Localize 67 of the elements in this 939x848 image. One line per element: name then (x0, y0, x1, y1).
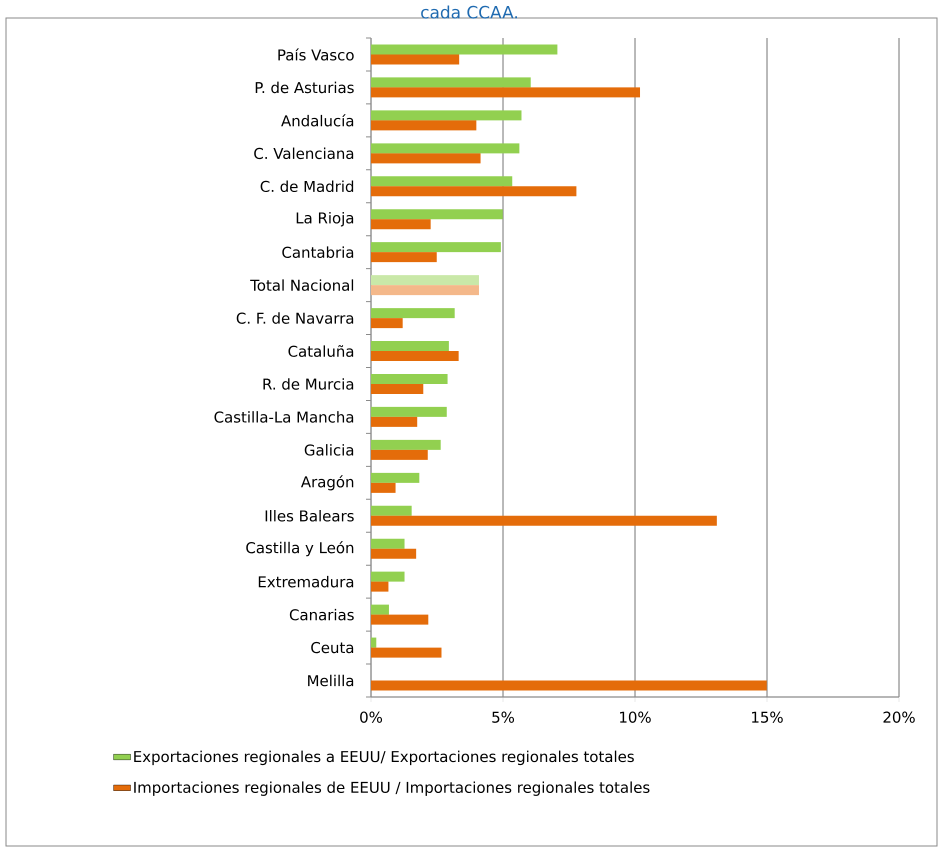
y-tick-label: Canarias (290, 608, 354, 620)
bar (371, 318, 403, 328)
bar (371, 472, 420, 483)
bar (371, 242, 501, 252)
bar (371, 252, 437, 262)
bar (371, 285, 479, 296)
bar (371, 440, 441, 450)
bar (371, 54, 460, 64)
bar (371, 548, 416, 559)
bar (371, 186, 576, 196)
x-tick-label: 20% (883, 712, 915, 723)
bar (371, 176, 512, 186)
y-tick-label: C. F. de Navarra (236, 312, 354, 324)
bar (371, 450, 428, 460)
y-tick-label: C. de Madrid (260, 180, 354, 192)
bar (371, 153, 481, 164)
y-tick-label: La Rioja (296, 212, 354, 226)
bar (371, 482, 396, 493)
bar (371, 275, 479, 286)
x-tick-label: 10% (620, 712, 651, 723)
y-tick-label: R. de Murcia (263, 378, 354, 390)
bar (371, 143, 520, 154)
bar (371, 87, 640, 98)
y-tick-label: Aragón (300, 475, 354, 490)
legend-label: Exportaciones regionales a EEUU/ Exportaciones regionales totales (134, 750, 634, 766)
y-tick-label: Extremadura (258, 576, 354, 588)
bar (371, 638, 376, 648)
bar (371, 44, 558, 54)
bar (371, 219, 431, 230)
bar (371, 351, 459, 362)
bar (371, 614, 428, 625)
y-tick-label: Ceuta (311, 642, 354, 654)
chart-title: cada CCAA. (421, 5, 517, 19)
y-tick-label: Cantabria (282, 246, 354, 258)
bar (371, 648, 442, 658)
y-tick-label: Total Nacional (250, 279, 354, 291)
y-tick-label: Castilla y León (246, 541, 354, 556)
bar (371, 374, 448, 384)
y-tick-label: P. de Asturias (256, 82, 354, 94)
bar (371, 77, 531, 88)
y-tick-label: C. Valenciana (254, 148, 354, 160)
y-tick-label: Andalucía (281, 114, 354, 126)
bar (371, 416, 418, 427)
bar (371, 572, 405, 582)
bar (371, 538, 405, 549)
y-tick-label: Castilla-La Mancha (214, 411, 354, 423)
y-tick-label: Galicia (304, 444, 354, 456)
bar (371, 341, 449, 352)
y-tick-label: País Vasco (278, 48, 354, 61)
bar (371, 406, 447, 417)
x-tick-label: 0% (360, 712, 382, 723)
bar (371, 506, 412, 516)
bar (371, 680, 767, 691)
x-tick-label: 15% (752, 712, 783, 723)
bar (371, 516, 717, 526)
y-tick-label: Melilla (308, 674, 354, 686)
y-tick-label: Cataluña (288, 345, 354, 357)
y-tick-label: Illes Balears (266, 510, 354, 522)
bar (371, 120, 476, 130)
bar (371, 582, 388, 592)
bar (371, 308, 455, 318)
legend-label: Importaciones regionales de EEUU / Importaciones regionales totales (134, 781, 650, 796)
bar (371, 110, 522, 120)
bar (371, 384, 424, 394)
bar (371, 604, 389, 615)
bar (371, 209, 503, 220)
x-tick-label: 5% (492, 712, 514, 723)
